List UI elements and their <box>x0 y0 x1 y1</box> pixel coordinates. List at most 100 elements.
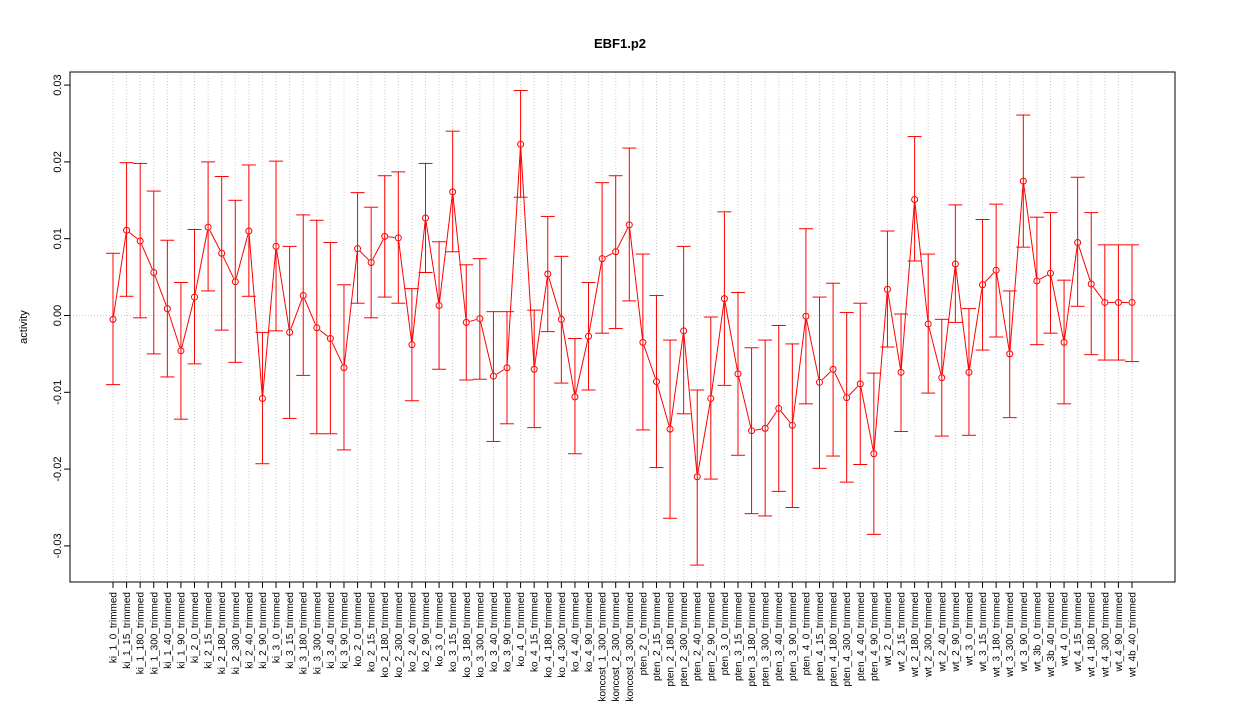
series-line-segment <box>506 147 521 365</box>
data-point <box>367 259 375 267</box>
x-tick-label: ko_4_180_trimmed <box>543 592 554 678</box>
data-point <box>218 249 226 257</box>
series-line-segment <box>141 244 153 270</box>
data-point <box>544 270 552 278</box>
series-line-segment <box>984 272 995 283</box>
x-tick-label: pten_2_90_trimmed <box>706 592 717 681</box>
data-point <box>761 424 769 432</box>
x-tick-label: pten_4_180_trimmed <box>829 592 840 687</box>
series-line-segment <box>588 262 602 333</box>
series-line-segment <box>900 203 915 369</box>
data-point <box>530 365 538 373</box>
x-tick-label: wt_3_15_trimmed <box>978 592 989 672</box>
series-line-segment <box>262 249 277 395</box>
chart-title: EBF1.p2 <box>594 36 646 51</box>
x-tick-label: pten_3_40_trimmed <box>774 592 785 681</box>
x-tick-label: koncost_3_300_trimmed <box>625 592 636 702</box>
x-tick-label: ko_2_300_trimmed <box>394 592 405 678</box>
data-point <box>883 285 891 293</box>
y-axis-label: activity <box>18 310 30 344</box>
data-point <box>245 227 253 235</box>
series-line-segment <box>235 234 249 279</box>
series-line-segment <box>1078 245 1091 281</box>
data-point <box>177 347 185 355</box>
series-line-segment <box>848 386 859 396</box>
data-point <box>707 394 715 402</box>
series-line-segment <box>388 236 395 239</box>
data-point <box>734 370 742 378</box>
data-point <box>693 473 701 481</box>
series-line-segment <box>738 377 752 428</box>
x-tick-label: wt_3_180_trimmed <box>992 592 1003 678</box>
data-point <box>965 368 973 376</box>
series-line-segment <box>425 221 440 303</box>
series-line-segment <box>548 277 561 317</box>
data-point <box>1114 298 1122 306</box>
x-tick-label: ki_1_180_trimmed <box>136 592 147 674</box>
x-tick-label: ki_3_15_trimmed <box>285 592 296 669</box>
x-tick-label: ko_3_300_trimmed <box>475 592 486 678</box>
x-tick-label: pten_4_0_trimmed <box>801 592 812 675</box>
x-tick-label: ko_3_15_trimmed <box>448 592 459 672</box>
data-point <box>1006 350 1014 358</box>
series-line-segment <box>766 411 778 426</box>
series-line-segment <box>887 292 901 369</box>
data-point <box>286 328 294 336</box>
data-point <box>897 368 905 376</box>
x-tick-label: pten_3_0_trimmed <box>720 592 731 675</box>
x-tick-label: ko_3_40_trimmed <box>489 592 500 672</box>
series-line-segment <box>113 233 127 316</box>
series-line-segment <box>724 302 738 371</box>
x-tick-label: koncost_1_300_trimmed <box>598 592 609 702</box>
data-point <box>435 302 443 310</box>
data-point <box>381 232 389 240</box>
x-tick-label: ki_1_90_trimmed <box>176 592 187 669</box>
data-point <box>1074 239 1082 247</box>
data-point <box>1128 298 1136 306</box>
series-line-segment <box>1064 246 1078 339</box>
series-line-segment <box>780 410 791 423</box>
x-tick-label: wt_4_0_trimmed <box>1060 592 1071 667</box>
x-tick-label: ki_2_180_trimmed <box>217 592 228 674</box>
x-tick-label: ki_1_15_trimmed <box>122 592 133 669</box>
y-tick-label: -0.02 <box>52 457 64 482</box>
data-point <box>462 318 470 326</box>
x-tick-label: wt_2_15_trimmed <box>897 592 908 672</box>
series-line-segment <box>1039 274 1048 280</box>
series-line-segment <box>167 311 181 348</box>
x-tick-label: ko_2_15_trimmed <box>367 592 378 672</box>
x-tick-label: wt_3b_40_trimmed <box>1046 592 1057 678</box>
x-tick-label: pten_4_15_trimmed <box>815 592 826 681</box>
series-line-segment <box>1050 276 1064 339</box>
data-point <box>408 341 416 349</box>
x-axis: ki_1_0_trimmed ki_1_15_trimmed ki_1_180_tr… <box>109 581 1139 702</box>
data-point <box>720 295 728 303</box>
data-point <box>258 394 266 402</box>
x-tick-label: wt_3_300_trimmed <box>1005 592 1016 678</box>
series-line-segment <box>248 234 263 395</box>
series-line-segment <box>710 302 725 395</box>
y-axis: -0.03 -0.02 -0.01 0.00 0.01 0.02 0.03 <box>52 74 71 558</box>
series-line-segment <box>860 387 874 451</box>
x-tick-label: pten_4_300_trimmed <box>842 592 853 687</box>
data-point <box>680 327 688 335</box>
series-line-segment <box>1023 184 1037 278</box>
series-line-segment <box>319 329 328 337</box>
series-line-segment <box>398 241 412 342</box>
data-point <box>313 324 321 332</box>
data-point <box>1087 280 1095 288</box>
data-point <box>571 393 579 401</box>
series-line-segment <box>969 288 983 369</box>
series-line-segment <box>821 371 831 381</box>
series-line-segment <box>616 227 629 249</box>
x-tick-label: pten_3_300_trimmed <box>761 592 772 687</box>
y-tick-label: 0.03 <box>52 74 64 95</box>
x-tick-label: ki_2_300_trimmed <box>231 592 242 674</box>
x-tick-label: ki_2_0_trimmed <box>190 592 201 663</box>
data-point <box>639 338 647 346</box>
x-tick-label: wt_3_0_trimmed <box>964 592 975 667</box>
data-point <box>1060 338 1068 346</box>
series-line-segment <box>1009 184 1024 351</box>
x-tick-label: ko_2_90_trimmed <box>421 592 432 672</box>
x-tick-label: pten_3_15_trimmed <box>733 592 744 681</box>
